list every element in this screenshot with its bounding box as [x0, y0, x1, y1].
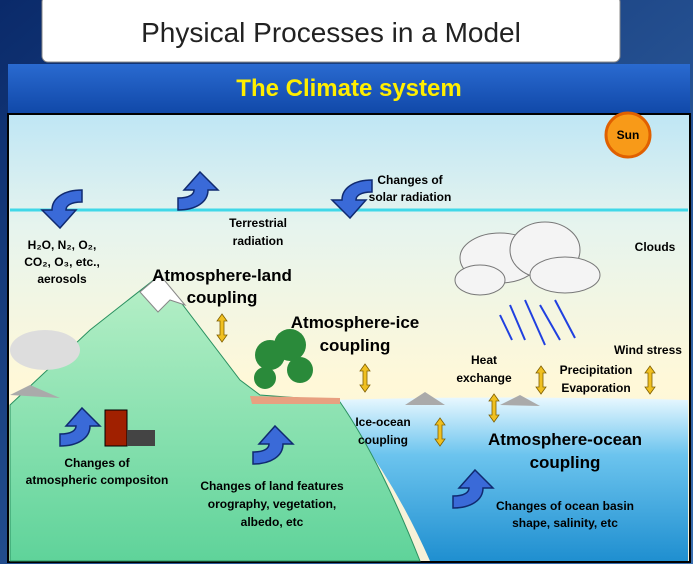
label: orography, vegetation,	[208, 497, 336, 511]
label: Changes of land features	[200, 479, 344, 493]
smoke	[10, 330, 80, 370]
label: atmospheric compositon	[26, 473, 169, 487]
label: Atmosphere-ice	[291, 313, 419, 332]
slide: Physical Processes in a Model The Climat…	[0, 0, 693, 564]
label: CO₂, O₃, etc.,	[24, 255, 100, 269]
label: aerosols	[37, 272, 87, 286]
label: Clouds	[635, 240, 676, 254]
banner-title: The Climate system	[236, 75, 461, 102]
label: shape, salinity, etc	[512, 516, 618, 530]
slide-title: Physical Processes in a Model	[141, 17, 521, 48]
label: solar radiation	[369, 190, 452, 204]
label: Heat	[471, 353, 497, 367]
label: Changes of	[64, 456, 130, 470]
factory-hall	[127, 430, 155, 446]
label: exchange	[456, 371, 512, 385]
label: albedo, etc	[241, 515, 304, 529]
label: Ice-ocean	[355, 415, 410, 429]
label: coupling	[358, 433, 408, 447]
label: Precipitation	[560, 363, 633, 377]
label: Atmosphere-ocean	[488, 430, 642, 449]
label: Changes of ocean basin	[496, 499, 634, 513]
label: Wind stress	[614, 343, 682, 357]
label: coupling	[320, 336, 391, 355]
factory	[105, 410, 127, 446]
label: coupling	[187, 288, 258, 307]
label: Terrestrial	[229, 216, 287, 230]
label: radiation	[233, 234, 284, 248]
label: Atmosphere-land	[152, 266, 292, 285]
label: coupling	[530, 453, 601, 472]
label: Sun	[617, 128, 640, 142]
label: H₂O, N₂, O₂,	[28, 238, 97, 252]
label: Evaporation	[561, 381, 630, 395]
label: Changes of	[377, 173, 443, 187]
